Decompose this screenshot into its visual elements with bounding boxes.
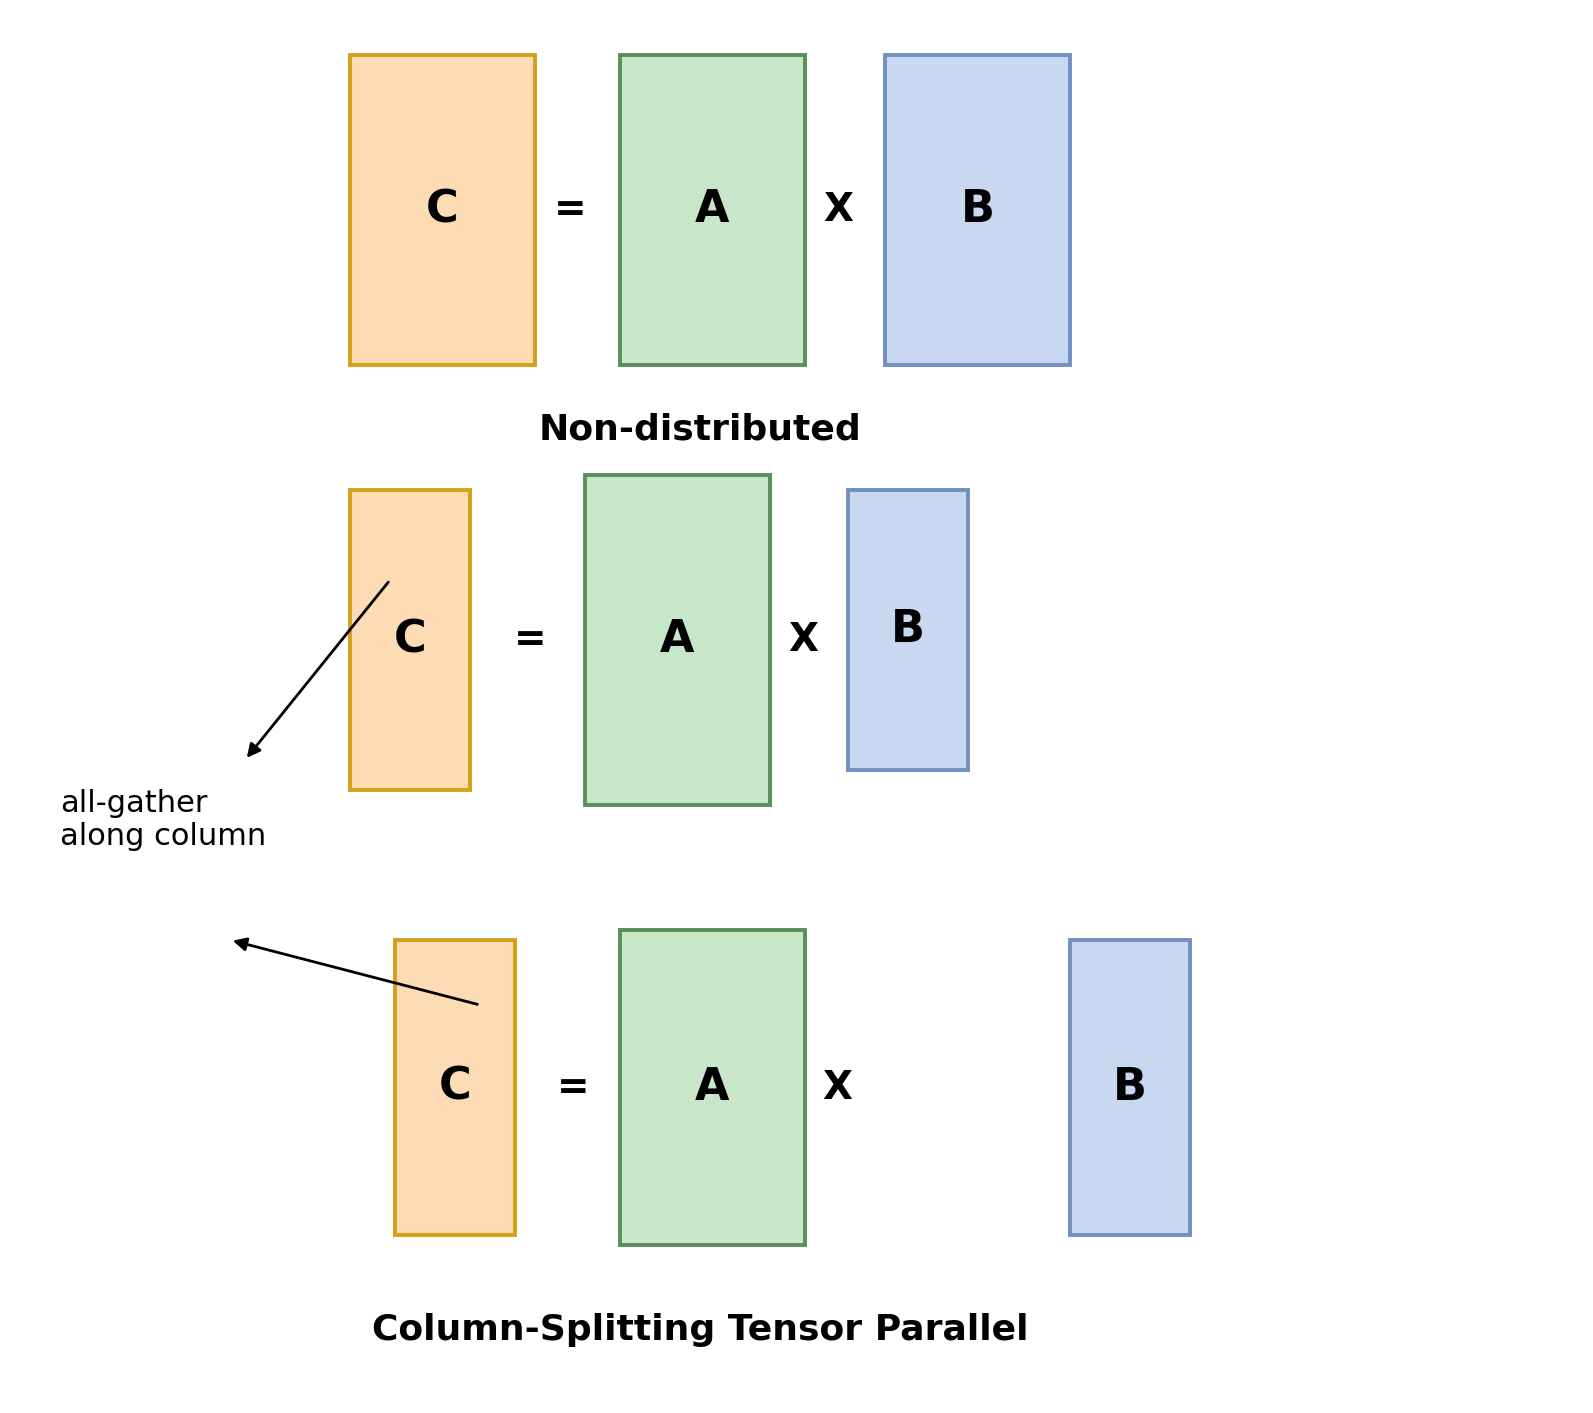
Text: X: X: [824, 191, 852, 229]
Text: =: =: [556, 1070, 589, 1106]
FancyBboxPatch shape: [620, 930, 804, 1245]
Text: Non-distributed: Non-distributed: [538, 413, 862, 447]
Text: A: A: [660, 619, 695, 661]
FancyBboxPatch shape: [585, 475, 769, 805]
Text: B: B: [1114, 1065, 1147, 1109]
FancyBboxPatch shape: [847, 490, 969, 770]
Text: Column-Splitting Tensor Parallel: Column-Splitting Tensor Parallel: [371, 1313, 1027, 1347]
FancyBboxPatch shape: [395, 940, 515, 1235]
FancyBboxPatch shape: [350, 490, 470, 790]
Text: =: =: [554, 191, 586, 229]
FancyBboxPatch shape: [886, 55, 1070, 365]
Text: =: =: [513, 620, 546, 658]
Text: C: C: [438, 1065, 472, 1109]
FancyBboxPatch shape: [350, 55, 535, 365]
Text: B: B: [890, 609, 926, 651]
Text: X: X: [789, 620, 817, 658]
Text: A: A: [695, 188, 730, 232]
FancyBboxPatch shape: [1070, 940, 1190, 1235]
Text: A: A: [695, 1065, 730, 1109]
Text: C: C: [425, 188, 459, 232]
Text: X: X: [822, 1070, 852, 1106]
Text: all-gather
along column: all-gather along column: [61, 788, 266, 851]
FancyBboxPatch shape: [620, 55, 804, 365]
Text: C: C: [393, 619, 427, 661]
Text: B: B: [961, 188, 994, 232]
